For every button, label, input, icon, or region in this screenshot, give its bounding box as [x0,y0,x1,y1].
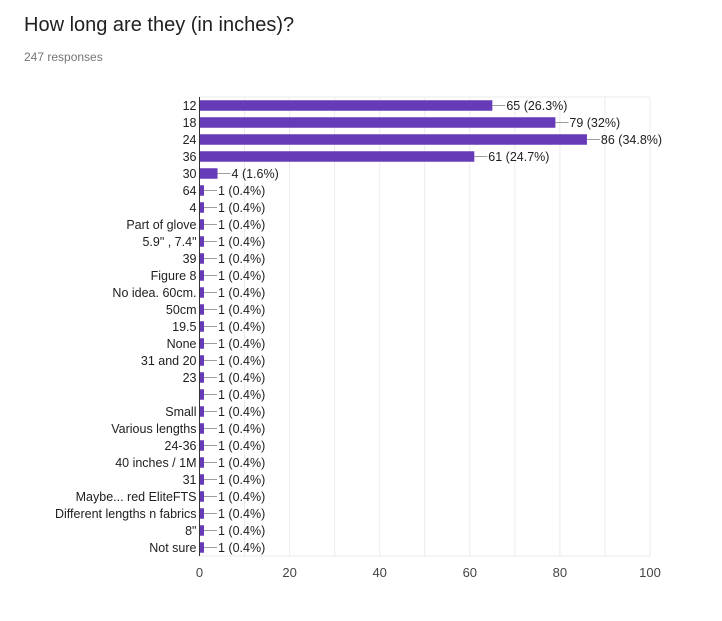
bar [199,423,205,434]
bar [199,287,205,298]
bar [199,440,205,451]
category-label: 31 and 20 [141,354,197,368]
bar [199,355,205,366]
data-label: 1 (0.4%) [218,320,265,334]
bar [199,372,205,383]
category-label: 19.5 [172,320,196,334]
data-label: 1 (0.4%) [218,371,265,385]
category-label: Part of glove [126,218,196,232]
x-tick-label: 60 [463,565,477,580]
x-tick-label: 0 [196,565,203,580]
bar [199,474,205,485]
bar [199,236,205,247]
data-label: 1 (0.4%) [218,507,265,521]
bar [199,406,205,417]
x-tick-label: 40 [372,565,386,580]
category-label: None [167,337,197,351]
category-label: 4 [190,201,197,215]
category-label: 8" [185,524,196,538]
data-label: 1 (0.4%) [218,524,265,538]
category-label: 36 [183,150,197,164]
data-label: 1 (0.4%) [218,337,265,351]
bar [199,100,493,111]
data-label: 1 (0.4%) [218,456,265,470]
bar [199,508,205,519]
category-labels: 12 18 24 36 30 64 4 Part of glove 5.9" , 7.4" 39 F… [55,99,197,555]
data-label: 1 (0.4%) [218,201,265,215]
grid-lines [199,96,651,557]
category-label: Not sure [149,541,196,555]
bar [199,202,205,213]
data-label: 1 (0.4%) [218,184,265,198]
category-label: Small [165,405,196,419]
category-label: 64 [183,184,197,198]
data-label: 1 (0.4%) [218,541,265,555]
data-label: 79 (32%) [569,116,620,130]
bar [199,457,205,468]
data-label: 1 (0.4%) [218,473,265,487]
data-label: 65 (26.3%) [506,99,567,113]
data-labels: 65 (26.3%)79 (32%) 86 (34.8%) 61 (24.7%) 4 … [204,99,662,555]
data-label: 1 (0.4%) [218,218,265,232]
bar [199,219,205,230]
data-label: 1 (0.4%) [218,269,265,283]
x-tick-label: 80 [553,565,567,580]
data-label: 1 (0.4%) [218,405,265,419]
data-label: 1 (0.4%) [218,303,265,317]
x-tick-labels: 0 20 40 60 80 100 [196,565,661,580]
bar [199,117,556,128]
category-label: 31 [183,473,197,487]
category-label: 23 [183,371,197,385]
category-label: Figure 8 [151,269,197,283]
category-label: 5.9" , 7.4" [142,235,196,249]
bar [199,525,205,536]
category-label: 50cm [166,303,197,317]
category-label: 40 inches / 1M [115,456,196,470]
data-label: 1 (0.4%) [218,252,265,266]
data-label: 1 (0.4%) [218,490,265,504]
category-label: 39 [183,252,197,266]
category-label: 30 [183,167,197,181]
bar [199,389,205,400]
data-label: 61 (24.7%) [488,150,549,164]
bar [199,542,205,553]
category-label: No idea. 60cm. [112,286,196,300]
bar [199,253,205,264]
data-label: 1 (0.4%) [218,439,265,453]
category-label: 12 [183,99,197,113]
bar [199,151,475,162]
bar [199,134,587,145]
data-label: 1 (0.4%) [218,235,265,249]
bar [199,338,205,349]
bar [199,270,205,281]
category-label: Various lengths [111,422,196,436]
question-title: How long are they (in inches)? [24,14,295,36]
data-label: 1 (0.4%) [218,354,265,368]
category-label: 18 [183,116,197,130]
data-label: 86 (34.8%) [601,133,662,147]
bar [199,304,205,315]
data-label: 1 (0.4%) [218,388,265,402]
bars [199,100,587,553]
x-tick-label: 100 [639,565,661,580]
data-label: 4 (1.6%) [232,167,279,181]
response-count: 247 responses [24,50,103,64]
bar [199,491,205,502]
x-tick-label: 20 [282,565,296,580]
category-label: Different lengths n fabrics [55,507,197,521]
data-label: 1 (0.4%) [218,422,265,436]
category-label: 24-36 [165,439,197,453]
category-label: Maybe... red EliteFTS [76,490,197,504]
category-label: 24 [183,133,197,147]
bar [199,185,205,196]
bar [199,168,218,179]
bar [199,321,205,332]
data-label: 1 (0.4%) [218,286,265,300]
